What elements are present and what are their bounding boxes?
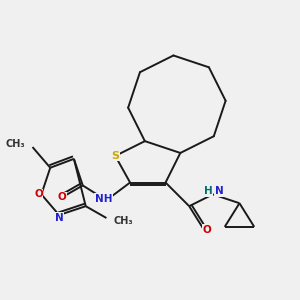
Text: O: O <box>202 225 211 235</box>
Text: CH₃: CH₃ <box>5 139 25 149</box>
Text: S: S <box>111 151 119 161</box>
Text: O: O <box>34 189 43 200</box>
Text: N: N <box>55 213 64 223</box>
Text: NH: NH <box>95 194 112 204</box>
Text: O: O <box>58 192 66 202</box>
Text: H: H <box>204 186 213 197</box>
Text: N: N <box>215 186 224 197</box>
Text: CH₃: CH₃ <box>114 216 134 226</box>
